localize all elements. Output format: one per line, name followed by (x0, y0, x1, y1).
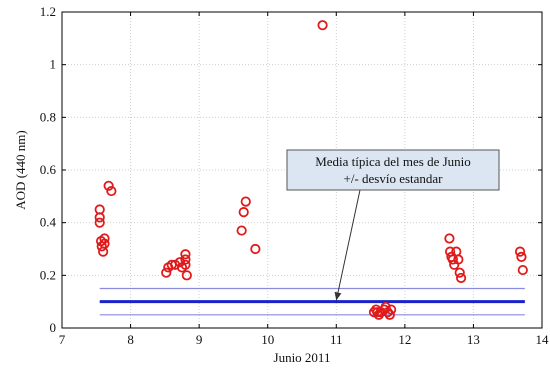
data-point (373, 309, 384, 320)
data-point (236, 225, 247, 236)
data-point (99, 238, 110, 249)
data-point (180, 254, 191, 265)
y-tick-label: 0 (50, 320, 57, 335)
data-point (455, 272, 467, 284)
data-point (180, 259, 191, 270)
x-axis: 7 8 9 10 11 12 13 14 (59, 12, 549, 347)
data-point (238, 207, 249, 218)
x-tick-label: 14 (536, 332, 550, 347)
data-point (453, 254, 464, 265)
data-point (380, 301, 391, 313)
data-point (317, 20, 328, 31)
data-point (103, 180, 114, 191)
y-tick-label: 1 (50, 57, 57, 72)
data-point (240, 196, 251, 207)
data-point (250, 243, 261, 255)
y-tick-label: 0.8 (40, 109, 56, 124)
data-points (94, 20, 528, 320)
data-point (384, 309, 395, 320)
x-tick-label: 11 (330, 332, 343, 347)
y-tick-label: 0.2 (40, 267, 56, 282)
data-point (106, 185, 117, 197)
annotation-line-1: Media típica del mes de Junio (315, 154, 471, 169)
annotation-line-2: +/- desvío estandar (343, 171, 443, 186)
y-axis-label: AOD (440 nm) (13, 130, 28, 209)
data-point (161, 267, 172, 278)
annotation: Media típica del mes de Junio +/- desvío… (286, 149, 500, 301)
data-point (514, 246, 526, 257)
x-tick-label: 13 (467, 332, 480, 347)
y-tick-label: 0.6 (40, 162, 57, 177)
x-tick-label: 9 (196, 332, 203, 347)
data-point (181, 270, 192, 281)
data-point (174, 257, 186, 268)
x-tick-label: 12 (398, 332, 411, 347)
data-point (454, 267, 465, 278)
annotation-box (286, 149, 500, 191)
y-axis: 0 0.2 0.4 0.6 0.8 1 1.2 (40, 4, 542, 335)
x-tick-label: 8 (127, 332, 134, 347)
x-axis-label: Junio 2011 (274, 350, 331, 365)
data-point (444, 233, 455, 244)
y-tick-label: 1.2 (40, 4, 56, 19)
data-point (180, 249, 191, 260)
data-point (386, 304, 397, 315)
annotation-arrow (335, 189, 361, 301)
data-point (94, 212, 105, 223)
y-tick-label: 0.4 (40, 215, 57, 230)
data-point (99, 233, 110, 244)
data-point (516, 251, 527, 262)
data-point (517, 264, 528, 276)
annotation-arrow-head (334, 291, 342, 301)
x-tick-label: 7 (59, 332, 66, 347)
x-tick-label: 10 (261, 332, 274, 347)
mean-band (99, 287, 525, 316)
data-point (94, 217, 105, 228)
